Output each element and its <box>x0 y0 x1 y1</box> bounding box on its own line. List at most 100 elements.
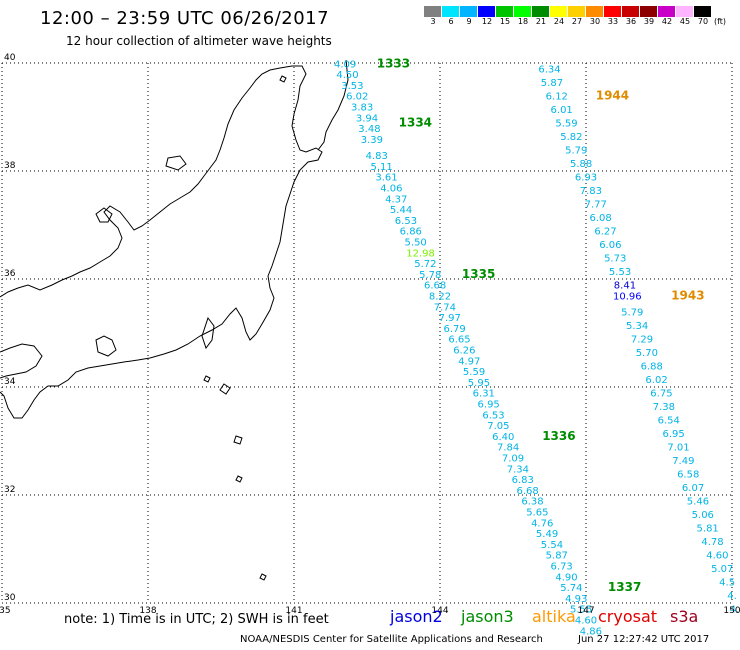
satellite-legend-jason3: jason3 <box>461 607 514 626</box>
wave-height-value: 7.77 <box>585 200 607 211</box>
latitude-tick-label: 40 <box>4 53 16 63</box>
pass-number-label: 1944 <box>596 89 629 103</box>
wave-height-value: 6.40 <box>492 432 514 443</box>
wave-height-value: 7.83 <box>580 186 602 197</box>
color-swatch <box>478 6 496 17</box>
wave-height-value: 6.31 <box>473 389 495 400</box>
wave-height-value: 4.5 <box>719 578 735 589</box>
izu-island-b <box>233 435 243 445</box>
color-swatch-label: 30 <box>589 17 601 26</box>
color-scale-legend: 3 6 9 12 15 18 21 24 27 30 33 36 39 42 45 70 (ft) <box>424 6 726 26</box>
latitude-tick-label: 38 <box>4 161 16 171</box>
wave-height-value: 5.65 <box>526 508 548 519</box>
wave-height-value: 7.01 <box>667 443 689 454</box>
pass-number-label: 1335 <box>462 267 495 281</box>
wave-height-value: 4.09 <box>334 59 356 70</box>
wave-height-value: 6.08 <box>589 213 611 224</box>
wave-height-value: 5.88 <box>570 159 592 170</box>
wave-height-value: 3.39 <box>361 135 383 146</box>
wave-height-value: 4.76 <box>531 518 553 529</box>
color-swatch-label: 21 <box>535 17 547 26</box>
color-swatch <box>532 6 550 17</box>
wave-height-value: 6.88 <box>641 362 663 373</box>
longitude-tick-label: 150 <box>723 606 740 616</box>
wave-height-value: 5.55 <box>570 605 592 616</box>
wave-height-value: 6.68 <box>424 281 446 292</box>
kii-peninsula-coastline <box>95 335 117 357</box>
wave-height-value: 6.01 <box>551 105 573 116</box>
izu-peninsula <box>201 316 215 350</box>
wave-height-value: 6.68 <box>516 486 538 497</box>
satellite-legend-altika: altika <box>532 607 576 626</box>
color-swatch-label: 45 <box>679 17 691 26</box>
color-swatch-label: 70 <box>697 17 709 26</box>
wave-height-value: 5.72 <box>414 259 436 270</box>
longitude-tick-label: 147 <box>577 606 594 616</box>
wave-height-value: 5.11 <box>370 162 392 173</box>
wave-height-value: 6.95 <box>478 400 500 411</box>
wave-height-value: 3.48 <box>358 124 380 135</box>
wave-height-value: 3.61 <box>375 173 397 184</box>
wave-height-value: 4.50 <box>336 70 358 81</box>
color-swatch-label: 18 <box>517 17 529 26</box>
wave-height-value: 6.75 <box>650 389 672 400</box>
wave-height-value: 3.83 <box>351 103 373 114</box>
pass-number-label: 1333 <box>377 56 410 70</box>
color-swatch-label: 3 <box>430 17 436 26</box>
wave-height-value: 5.70 <box>636 348 658 359</box>
wave-height-value: 5.87 <box>541 78 563 89</box>
wave-height-value: 5.73 <box>604 254 626 265</box>
color-swatch-label: 39 <box>643 17 655 26</box>
wave-height-value: 6.86 <box>400 227 422 238</box>
wave-height-value: 4.06 <box>380 184 402 195</box>
izu-island-d <box>259 573 267 581</box>
longitude-tick-label: 141 <box>285 606 302 616</box>
generation-timestamp: Jun 27 12:27:42 UTC 2017 <box>578 634 710 645</box>
wave-height-value: 7.84 <box>497 443 519 454</box>
chart-title: 12:00 – 23:59 UTC 06/26/2017 <box>40 8 330 29</box>
wave-height-value: 6.06 <box>599 240 621 251</box>
wave-height-value: 6.02 <box>645 375 667 386</box>
color-swatch <box>640 6 658 17</box>
wave-height-value: 6.02 <box>346 92 368 103</box>
satellite-legend-s3a: s3a <box>670 607 699 626</box>
small-island-north <box>279 75 287 83</box>
wave-height-value: 6.95 <box>662 429 684 440</box>
wave-height-value: 6.26 <box>453 346 475 357</box>
wave-height-value: 4.83 <box>366 151 388 162</box>
color-swatch-label: 24 <box>553 17 565 26</box>
color-swatch-label: 27 <box>571 17 583 26</box>
pass-number-label: 1334 <box>399 116 432 130</box>
wave-height-value: 6.73 <box>551 562 573 573</box>
color-swatch <box>514 6 532 17</box>
color-swatch <box>622 6 640 17</box>
wave-height-value: 5.34 <box>626 321 648 332</box>
wave-height-value: 5.79 <box>565 146 587 157</box>
wave-height-value: 10.96 <box>613 292 642 303</box>
color-swatch-label: 15 <box>499 17 511 26</box>
wave-height-value: 4.90 <box>555 572 577 583</box>
color-swatch <box>496 6 514 17</box>
wave-height-value: 4.97 <box>458 356 480 367</box>
color-swatch <box>424 6 442 17</box>
color-scale-unit: (ft) <box>714 17 727 26</box>
wave-height-value: 5.49 <box>536 529 558 540</box>
wave-height-value: 3.94 <box>356 113 378 124</box>
wave-height-value: 6.38 <box>521 497 543 508</box>
wave-height-value: 4. <box>727 591 737 602</box>
small-island-west <box>203 375 211 383</box>
wave-height-value: 6.93 <box>575 173 597 184</box>
axis-tick-labels: 135 138 141 144 147 150 40 38 36 34 32 30 <box>0 53 740 616</box>
wave-height-value: 5.87 <box>546 551 568 562</box>
color-scale-labels: 3 6 9 12 15 18 21 24 27 30 33 36 39 42 45 70 (ft) <box>424 17 726 26</box>
color-swatch <box>694 6 712 17</box>
color-swatch <box>442 6 460 17</box>
izu-island-c <box>235 475 243 483</box>
color-swatch <box>658 6 676 17</box>
wave-height-value: 7.97 <box>439 313 461 324</box>
color-swatch <box>550 6 568 17</box>
color-swatch <box>568 6 586 17</box>
latitude-tick-label: 32 <box>4 485 15 495</box>
wave-height-value: 7.49 <box>672 456 694 467</box>
